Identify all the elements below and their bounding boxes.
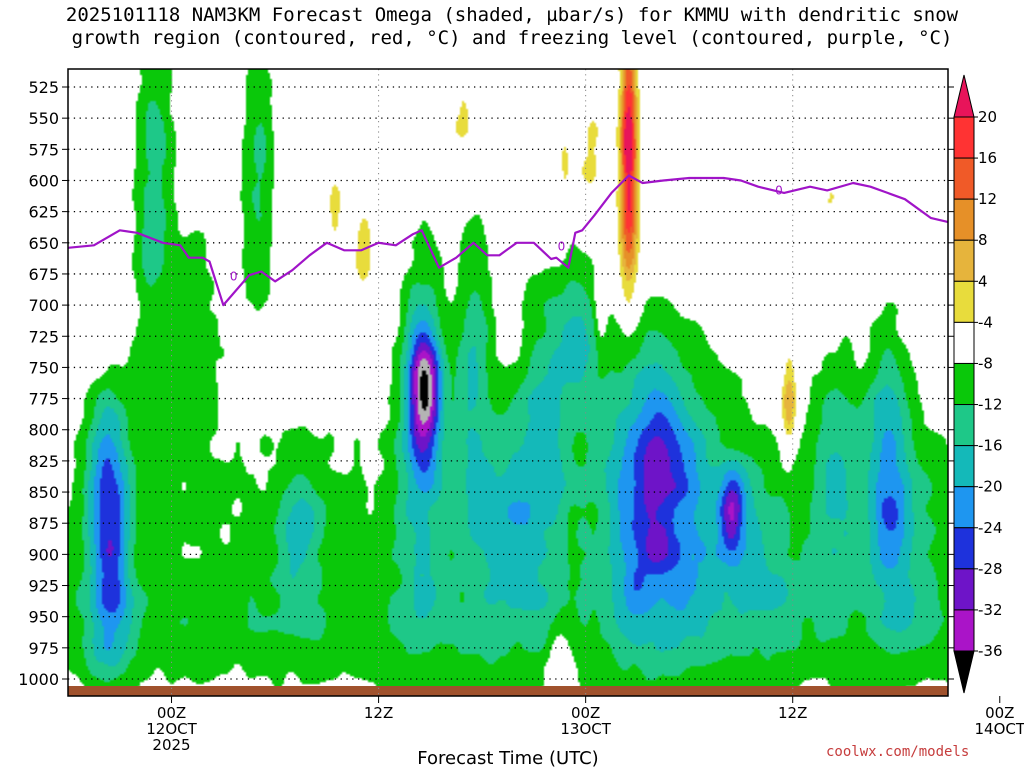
colorbar-label: 16 [978,149,997,167]
x-tick-label: 12Z [778,704,807,722]
chart-title: 2025101118 NAM3KM Forecast Omega (shaded… [0,4,1024,50]
colorbar-label: 8 [978,231,988,249]
y-tick-label: 775 [28,390,59,409]
title-line-1: 2025101118 NAM3KM Forecast Omega (shaded… [65,4,959,26]
grid-lines [68,69,948,696]
y-tick-label: 550 [28,109,59,128]
colorbar-bin [953,116,975,159]
y-tick-label: 1000 [18,670,59,689]
y-tick-label: 875 [28,514,59,533]
y-tick-label: 700 [28,296,59,315]
title-line-2: growth region (contoured, red, °C) and f… [71,27,953,49]
y-tick-label: 600 [28,171,59,190]
colorbar-label: -20 [978,478,1003,496]
colorbar-label: 20 [978,108,997,126]
x-tick-label: 12OCT [146,720,197,738]
y-tick-label: 625 [28,203,59,222]
colorbar-label: -16 [978,437,1003,455]
colorbar-label: -8 [978,354,993,372]
colorbar-bin [953,198,975,241]
freezing-level-label: 0 [775,183,783,197]
y-tick-label: 800 [28,421,59,440]
colorbar-bin [953,527,975,570]
freezing-level-label: 0 [230,269,238,283]
colorbar-label: 4 [978,272,988,290]
plot-frame [67,68,949,697]
x-tick-label: 14OCT [974,720,1024,738]
colorbar-label: -24 [978,519,1003,537]
colorbar-label: -36 [978,642,1003,660]
x-tick-label: 00Z [157,704,186,722]
y-tick-label: 675 [28,265,59,284]
colorbar-bin [953,321,975,364]
colorbar-label: -28 [978,560,1003,578]
y-tick-label: 525 [28,78,59,97]
y-tick-label: 725 [28,327,59,346]
freezing-level-line [68,174,948,307]
colorbar-bin [953,157,975,200]
colorbar-bin [953,445,975,488]
freezing-level-label: 0 [558,240,566,254]
colorbar: 20 16 12 8 4 -4 -8 -12 -16 -20 -24 -28 -32 -36 [953,74,1003,694]
y-tick-label: 975 [28,639,59,658]
x-axis-title: Forecast Time (UTC) [417,748,598,768]
y-tick-label: 850 [28,483,59,502]
y-tick-label: 750 [28,358,59,377]
credit-text: coolwx.com/models [826,744,970,760]
x-tick-label: 00Z [571,704,600,722]
colorbar-bin [953,404,975,447]
ground-surface [68,686,948,696]
colorbar-label: -4 [978,313,993,331]
y-tick-label: 825 [28,452,59,471]
x-tick-label: 00Z [985,704,1014,722]
y-tick-label: 925 [28,577,59,596]
colorbar-bin [953,280,975,323]
x-tick-label: 2025 [152,736,190,754]
y-tick-label: 950 [28,608,59,627]
colorbar-bin [953,568,975,611]
x-tick-label: 13OCT [560,720,611,738]
colorbar-top-arrow [953,74,975,118]
colorbar-bin [953,486,975,529]
colorbar-bottom-arrow [953,650,975,694]
colorbar-bin [953,609,975,652]
colorbar-label: -12 [978,396,1003,414]
y-tick-label: 650 [28,234,59,253]
colorbar-bin [953,362,975,406]
x-tick-label: 12Z [364,704,393,722]
y-tick-label: 575 [28,140,59,159]
y-tick-label: 900 [28,545,59,564]
omega-shading [68,69,948,696]
colorbar-label: -32 [978,601,1003,619]
colorbar-bin [953,239,975,282]
colorbar-label: 12 [978,190,997,208]
